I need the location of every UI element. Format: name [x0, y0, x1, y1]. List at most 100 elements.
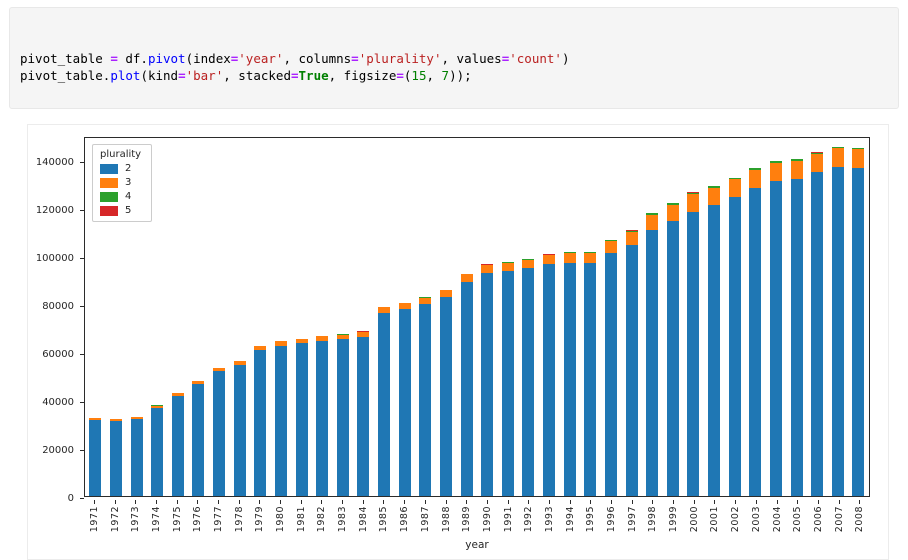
bar-segment-plurality-2	[89, 420, 101, 496]
bar-slot	[188, 138, 209, 496]
x-tick: 1974	[146, 500, 167, 532]
x-tick: 1996	[601, 500, 622, 532]
bar-segment-plurality-3	[543, 255, 555, 264]
bar-slot	[168, 138, 189, 496]
bar-slot	[580, 138, 601, 496]
x-tick-label: 1989	[461, 506, 472, 532]
bar-slot	[209, 138, 230, 496]
legend-label: 5	[125, 205, 131, 216]
bar-slot	[394, 138, 415, 496]
y-tick-label: 60000	[42, 349, 74, 360]
bar-slot	[786, 138, 807, 496]
bar-segment-plurality-2	[770, 181, 782, 496]
x-tick-mark	[94, 500, 95, 504]
bar-segment-plurality-3	[770, 163, 782, 181]
stacked-bar-1976	[192, 381, 204, 496]
bar-slot	[683, 138, 704, 496]
bar-slot	[271, 138, 292, 496]
x-tick-mark	[528, 500, 529, 504]
x-tick-mark	[280, 500, 281, 504]
code-token: 7	[442, 68, 450, 83]
code-token: =	[396, 68, 404, 83]
x-tick: 1982	[312, 500, 333, 532]
x-tick-mark	[342, 500, 343, 504]
x-tick: 1976	[187, 500, 208, 532]
x-tick-mark	[135, 500, 136, 504]
code-cell[interactable]: pivot_table = df.pivot(index='year', col…	[9, 7, 899, 109]
bar-segment-plurality-2	[481, 273, 493, 496]
x-tick: 2005	[787, 500, 808, 532]
bar-slot	[229, 138, 250, 496]
bar-segment-plurality-3	[729, 179, 741, 197]
x-tick: 2000	[684, 500, 705, 532]
x-tick-label: 1992	[523, 506, 534, 532]
x-tick: 1972	[105, 500, 126, 532]
stacked-bar-1987	[419, 297, 431, 496]
x-tick-mark	[508, 500, 509, 504]
stacked-bar-1988	[440, 290, 452, 497]
stacked-bar-1993	[543, 254, 555, 496]
x-tick: 1984	[353, 500, 374, 532]
x-tick-mark	[590, 500, 591, 504]
bar-segment-plurality-2	[275, 346, 287, 497]
x-tick-mark	[487, 500, 488, 504]
x-tick: 2004	[767, 500, 788, 532]
y-tick-mark	[80, 210, 84, 211]
bar-segment-plurality-2	[687, 212, 699, 497]
x-tick: 2007	[829, 500, 850, 532]
code-token: , columns	[283, 51, 351, 66]
bar-segment-plurality-3	[605, 241, 617, 253]
x-tick-label: 1988	[441, 506, 452, 532]
code-token: =	[291, 68, 299, 83]
code-token: ,	[426, 68, 441, 83]
bar-segment-plurality-2	[522, 268, 534, 496]
bar-segment-plurality-3	[811, 154, 823, 172]
stacked-bar-1984	[357, 331, 369, 496]
x-tick-label: 1973	[130, 506, 141, 532]
x-tick-label: 1978	[234, 506, 245, 532]
x-tick-mark	[115, 500, 116, 504]
bar-segment-plurality-2	[461, 282, 473, 497]
bar-slot	[477, 138, 498, 496]
stacked-bar-1986	[399, 303, 411, 497]
x-tick: 1980	[270, 500, 291, 532]
x-tick: 1978	[229, 500, 250, 532]
stacked-bar-1994	[564, 252, 576, 496]
bar-slot	[642, 138, 663, 496]
x-tick: 1989	[456, 500, 477, 532]
bar-segment-plurality-3	[646, 215, 658, 230]
stacked-bar-1974	[151, 405, 163, 496]
legend-swatch	[100, 192, 118, 202]
bar-segment-plurality-3	[791, 161, 803, 179]
bar-segment-plurality-2	[110, 421, 122, 496]
bar-segment-plurality-3	[708, 188, 720, 206]
x-tick: 1997	[622, 500, 643, 532]
stacked-bar-1989	[461, 274, 473, 497]
bar-segment-plurality-2	[440, 297, 452, 496]
code-editor[interactable]: pivot_table = df.pivot(index='year', col…	[20, 50, 888, 85]
x-tick-label: 2003	[751, 506, 762, 532]
code-token: =	[351, 51, 359, 66]
bar-slot	[436, 138, 457, 496]
x-tick: 2003	[746, 500, 767, 532]
bar-segment-plurality-2	[729, 197, 741, 496]
x-tick-label: 1995	[585, 506, 596, 532]
code-token: .	[140, 51, 148, 66]
bar-segment-plurality-3	[687, 194, 699, 211]
stacked-bar-1979	[254, 346, 266, 497]
bar-slot	[539, 138, 560, 496]
bar-segment-plurality-2	[584, 263, 596, 496]
x-tick-mark	[177, 500, 178, 504]
bar-slot	[601, 138, 622, 496]
x-tick-label: 1993	[544, 506, 555, 532]
code-token: pivot	[148, 51, 186, 66]
x-tick-mark	[839, 500, 840, 504]
x-tick-mark	[673, 500, 674, 504]
bar-slot	[621, 138, 642, 496]
x-tick: 1981	[291, 500, 312, 532]
x-tick-mark	[652, 500, 653, 504]
bar-segment-plurality-3	[749, 170, 761, 188]
stacked-bar-1992	[522, 259, 534, 496]
bar-slot	[250, 138, 271, 496]
